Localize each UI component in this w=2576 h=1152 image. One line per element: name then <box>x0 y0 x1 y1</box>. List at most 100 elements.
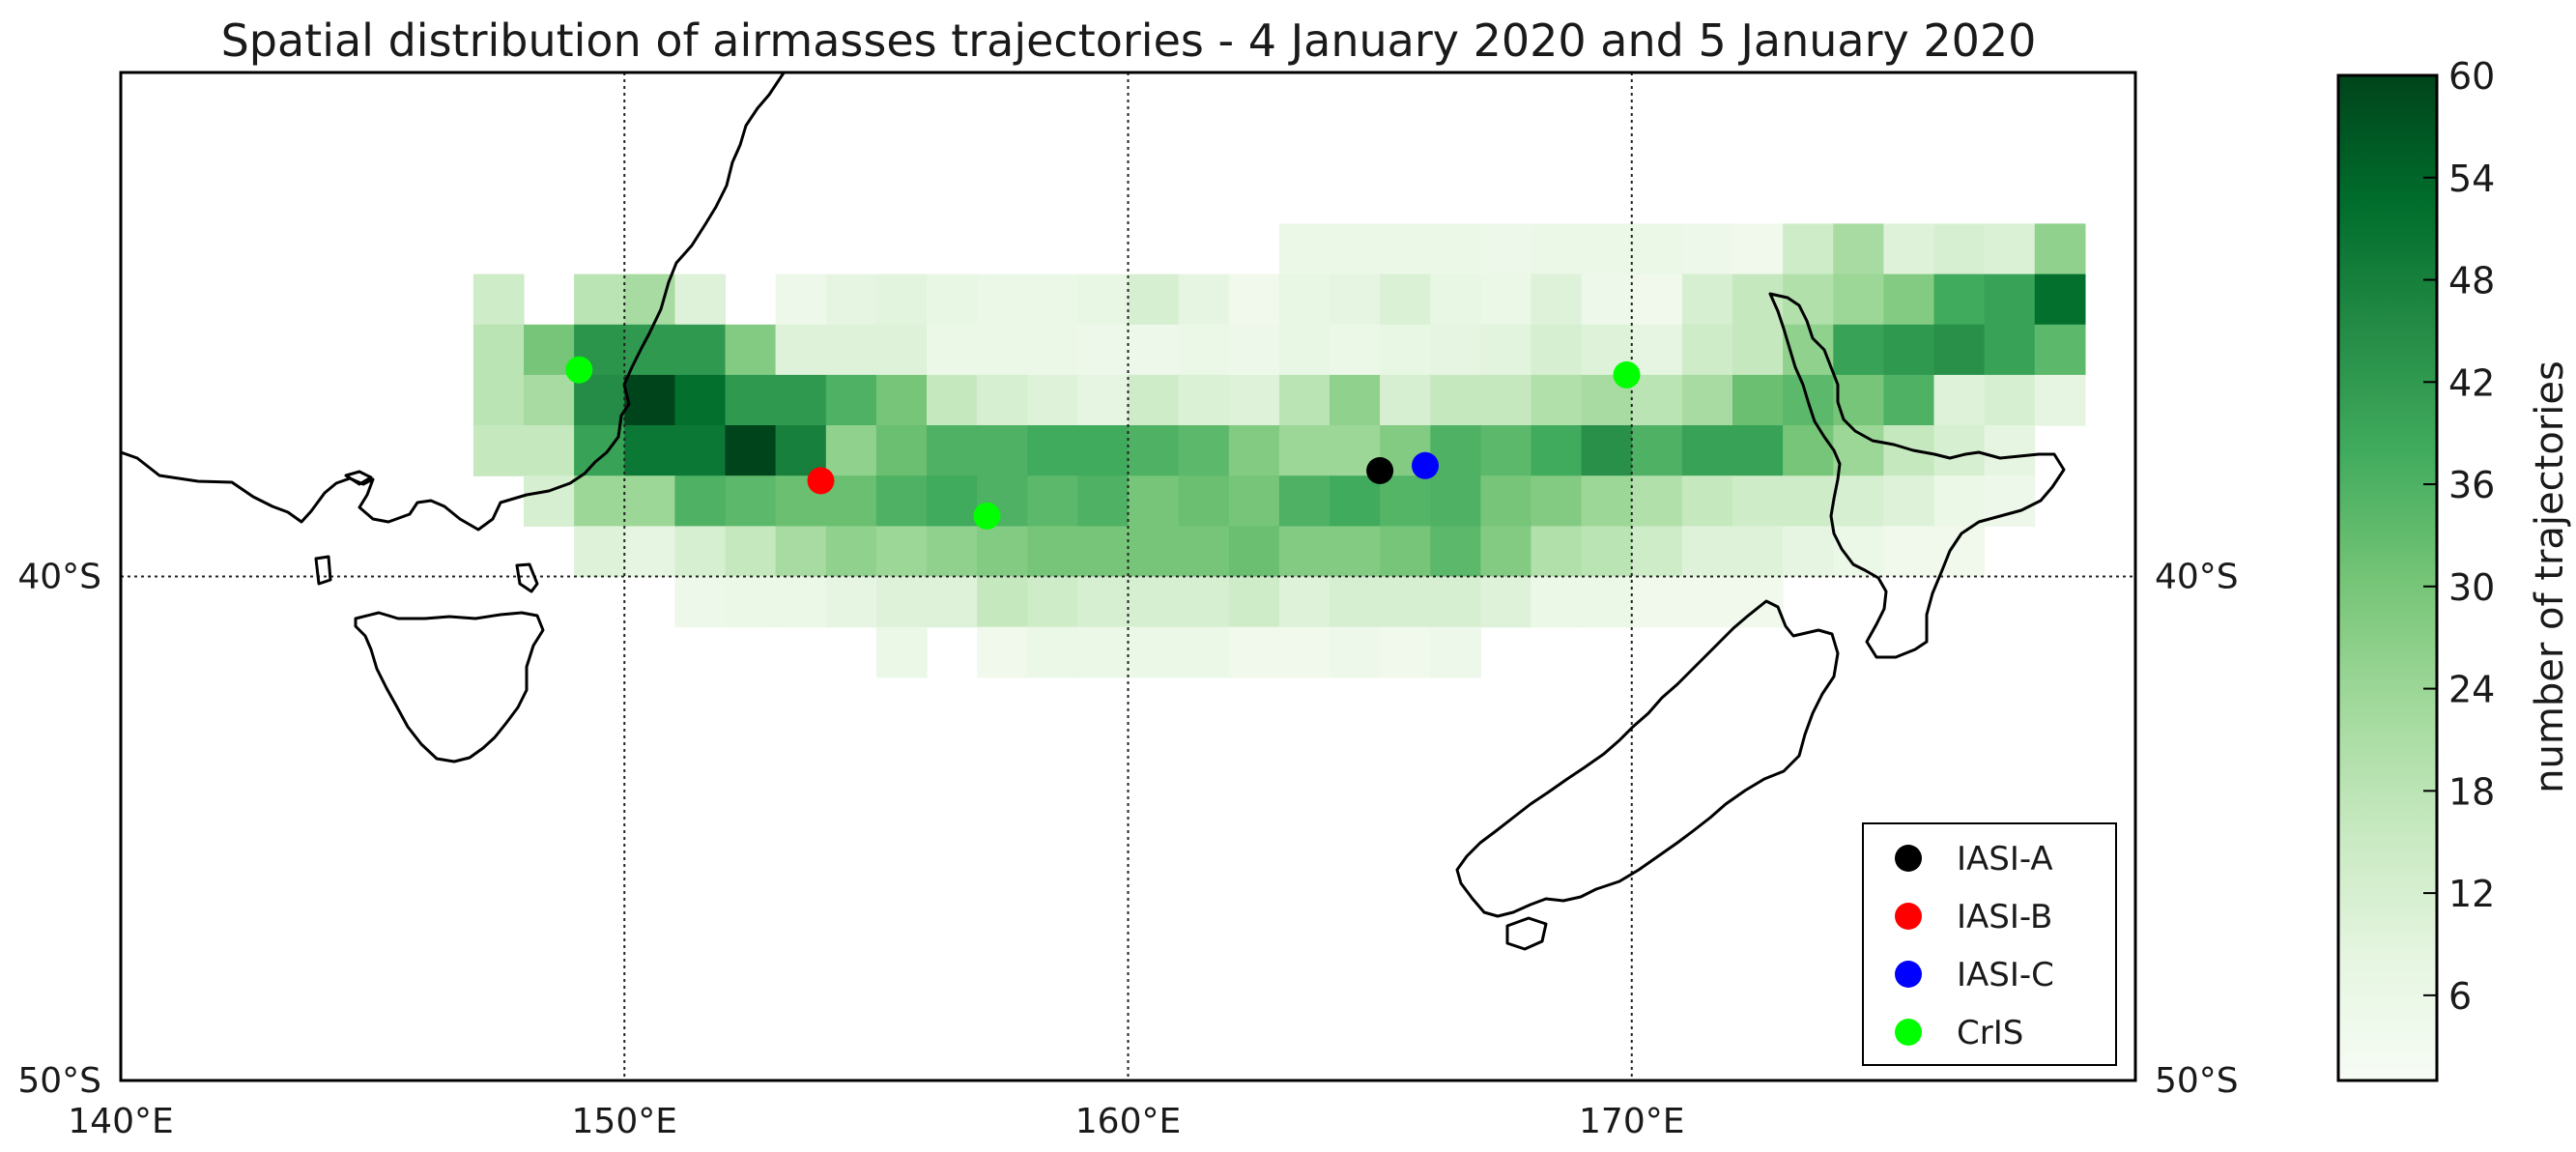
colorbar: 6 12 18 24 30 36 42 48 54 60 number of trajectori… <box>2336 55 2572 1082</box>
x-tick-label: 140°E <box>68 1102 173 1141</box>
legend-marker <box>1895 1019 1922 1046</box>
heatmap-cell <box>977 626 1028 678</box>
heatmap-cell <box>1330 576 1381 628</box>
heatmap-cell <box>674 374 727 426</box>
heatmap-cell <box>1984 274 2036 326</box>
heatmap-cell <box>1833 223 1884 275</box>
colorbar-tick-label: 48 <box>2448 260 2495 302</box>
heatmap-cell <box>1430 626 1481 678</box>
heatmap-cell <box>977 576 1028 628</box>
colorbar-tick-label: 12 <box>2448 873 2495 915</box>
y-tick-label-left: 50°S <box>17 1061 101 1101</box>
heatmap-cell <box>2034 324 2086 376</box>
heatmap-cell <box>1883 324 1935 376</box>
colorbar-tick-label: 24 <box>2448 669 2495 711</box>
heatmap-cell <box>1984 374 2036 426</box>
heatmap-cell <box>1883 374 1935 426</box>
heatmap-cell <box>1480 274 1532 326</box>
heatmap-cell <box>1732 223 1784 275</box>
heatmap-cell <box>1178 324 1230 376</box>
heatmap-cell <box>1077 425 1130 476</box>
heatmap-cell <box>1228 425 1280 476</box>
heatmap-cell <box>1380 223 1431 275</box>
heatmap-cell <box>1631 425 1683 476</box>
heatmap-cell <box>1027 576 1078 628</box>
heatmap-cell <box>1178 274 1230 326</box>
heatmap-cell <box>825 274 877 326</box>
heatmap-cell <box>1984 425 2036 476</box>
heatmap-cell <box>977 374 1028 426</box>
map-area <box>121 72 2135 1080</box>
heatmap-cell <box>725 475 777 527</box>
heatmap-cell <box>574 374 625 426</box>
heatmap-cell <box>1933 223 1986 275</box>
heatmap-cell <box>1531 576 1583 628</box>
heatmap-cell <box>1681 274 1733 326</box>
heatmap-cell <box>674 324 727 376</box>
heatmap-cell <box>472 374 525 426</box>
heatmap-cell <box>1480 223 1532 275</box>
heatmap-cell <box>927 526 978 578</box>
heatmap-cell <box>775 324 827 376</box>
legend: IASI-A IASI-B IASI-C CrIS <box>1862 822 2117 1066</box>
heatmap-cell <box>1178 526 1230 578</box>
heatmap-cell <box>1128 274 1180 326</box>
heatmap-cell <box>1933 475 1986 527</box>
small-island-west <box>314 555 332 586</box>
heatmap-cell <box>1783 223 1834 275</box>
heatmap-cell <box>1077 576 1130 628</box>
heatmap-cell <box>1581 274 1633 326</box>
legend-marker <box>1895 903 1922 930</box>
heatmap-cell <box>1278 626 1331 678</box>
heatmap-cell <box>977 274 1028 326</box>
heatmap-cell <box>574 425 625 476</box>
observation-points <box>565 356 1641 530</box>
heatmap-cell <box>574 475 625 527</box>
heatmap-cell <box>1681 374 1733 426</box>
heatmap-cell <box>1480 425 1532 476</box>
heatmap-cell <box>1783 526 1834 578</box>
colorbar-tick-label: 18 <box>2448 770 2495 813</box>
heatmap-cell <box>875 576 928 628</box>
heatmap-cell <box>1380 374 1431 426</box>
heatmap-cell <box>1833 526 1884 578</box>
heatmap-cell <box>1631 324 1683 376</box>
map-gridlines <box>121 72 2135 1080</box>
heatmap-cell <box>1581 223 1633 275</box>
heatmap-cell <box>1228 526 1280 578</box>
heatmap-cell <box>1732 274 1784 326</box>
heatmap-cell <box>1531 526 1583 578</box>
heatmap-cell <box>1681 526 1733 578</box>
heatmap-cell <box>875 475 928 527</box>
heatmap-cell <box>1933 425 1986 476</box>
obs-point-cris <box>1613 360 1641 389</box>
y-tick-label-right: 50°S <box>2155 1061 2239 1101</box>
heatmap-cell <box>1531 374 1583 426</box>
heatmap-cell <box>1178 425 1230 476</box>
heatmap-cell <box>875 374 928 426</box>
axis-tick-labels: 140°E 150°E 160°E 170°E 40°S 40°S 50°S 50°S <box>17 558 2238 1142</box>
heatmap-cell <box>1883 475 1935 527</box>
y-tick-label-left: 40°S <box>17 558 101 597</box>
heatmap-cell <box>1178 576 1230 628</box>
heatmap-cell <box>1581 526 1633 578</box>
heatmap-cell <box>1732 576 1784 628</box>
australia-coastline-islet <box>344 470 373 486</box>
heatmap-cell <box>1631 475 1683 527</box>
heatmap-cell <box>875 324 928 376</box>
heatmap-cell <box>1933 374 1986 426</box>
heatmap-cell <box>624 475 675 527</box>
heatmap-cell <box>1984 223 2036 275</box>
obs-point-cris <box>973 502 1001 530</box>
heatmap-cell <box>1128 475 1180 527</box>
heatmap-cell <box>1178 626 1230 678</box>
heatmap-cell <box>775 274 827 326</box>
heatmap-cell <box>1783 475 1834 527</box>
heatmap-cell <box>1027 526 1078 578</box>
heatmap-cell <box>1027 324 1078 376</box>
heatmap-cell <box>725 526 777 578</box>
obs-point-cris <box>565 356 593 384</box>
heatmap-cell <box>1732 374 1784 426</box>
heatmap-cell <box>1480 374 1532 426</box>
